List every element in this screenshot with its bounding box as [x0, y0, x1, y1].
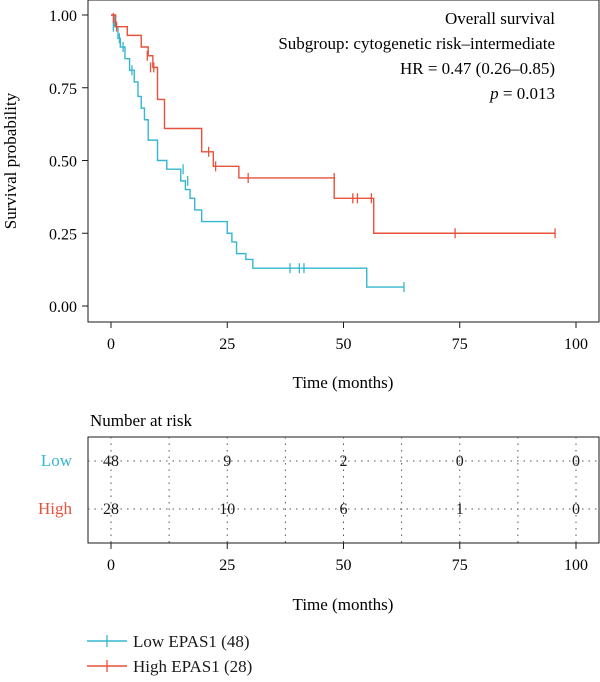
- x-tick-label: 25: [219, 336, 235, 353]
- annotation-subgroup: Subgroup: cytogenetic risk–intermediate: [278, 34, 555, 53]
- x-axis-label: Time (months): [293, 373, 394, 392]
- risk-cell: 48: [103, 453, 119, 470]
- risk-cell: 9: [223, 453, 231, 470]
- survival-curve-low: [111, 14, 404, 288]
- y-axis-label: Survival probability: [1, 92, 20, 229]
- x-tick-label: 100: [564, 336, 588, 353]
- risk-cell: 0: [572, 453, 580, 470]
- risk-cell: 1: [456, 501, 464, 518]
- legend-item-label: High EPAS1 (28): [133, 657, 252, 676]
- y-tick-label: 0.25: [49, 226, 77, 243]
- risk-table-x-label: Time (months): [293, 595, 394, 614]
- annotation-hr: HR = 0.47 (0.26–0.85): [400, 59, 555, 78]
- risk-cell: 2: [340, 453, 348, 470]
- legend: Low EPAS1 (48) High EPAS1 (28): [87, 632, 252, 676]
- risk-table-x-axis: 0 25 50 75 100: [107, 543, 588, 574]
- series-layer: [111, 12, 556, 293]
- risk-row-label-low: Low: [41, 451, 73, 470]
- risk-cell: 28: [103, 501, 119, 518]
- survival-plot: 0.00 0.25 0.50 0.75 1.00 0 25 50 75 100 Survival…: [1, 0, 600, 392]
- x-tick-label: 0: [107, 336, 115, 353]
- survival-curve-high: [111, 14, 556, 234]
- y-tick-label: 1.00: [49, 8, 77, 25]
- risk-x-tick-label: 0: [107, 557, 115, 574]
- annotation-block: Overall survival Subgroup: cytogenetic r…: [278, 9, 555, 103]
- annotation-title: Overall survival: [445, 9, 555, 28]
- p-symbol: p: [489, 84, 499, 103]
- risk-table-row-labels: Low High: [38, 451, 73, 518]
- annotation-p-value: p = 0.013: [489, 84, 555, 103]
- risk-x-tick-label: 50: [336, 557, 352, 574]
- risk-row-label-high: High: [38, 499, 73, 518]
- x-tick-label: 50: [336, 336, 352, 353]
- x-axis: 0 25 50 75 100: [107, 322, 588, 353]
- risk-table-grid: [88, 437, 599, 543]
- y-tick-label: 0.75: [49, 81, 77, 98]
- risk-cell: 0: [572, 501, 580, 518]
- risk-cell: 6: [340, 501, 348, 518]
- risk-table-title: Number at risk: [90, 411, 192, 430]
- legend-item-label: Low EPAS1 (48): [133, 632, 250, 651]
- y-axis: 0.00 0.25 0.50 0.75 1.00: [49, 8, 88, 316]
- risk-cell: 0: [456, 453, 464, 470]
- risk-cell: 10: [219, 501, 235, 518]
- p-value: = 0.013: [503, 84, 555, 103]
- x-tick-label: 75: [452, 336, 468, 353]
- risk-x-tick-label: 25: [219, 557, 235, 574]
- y-tick-label: 0.50: [49, 154, 77, 171]
- risk-x-tick-label: 100: [564, 557, 588, 574]
- risk-table-cells: 48 9 2 0 028 10 6 1 0: [103, 453, 580, 518]
- risk-x-tick-label: 75: [452, 557, 468, 574]
- y-tick-label: 0.00: [49, 299, 77, 316]
